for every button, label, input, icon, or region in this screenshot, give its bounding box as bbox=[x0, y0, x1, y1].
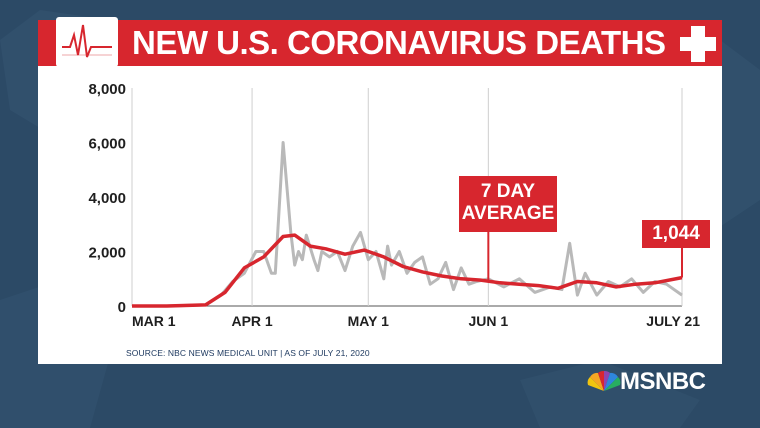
seven-day-average-callout: 7 DAY AVERAGE bbox=[459, 176, 557, 232]
y-tick-label: 2,000 bbox=[88, 245, 126, 262]
medical-cross-icon bbox=[680, 26, 716, 62]
x-tick-label: MAY 1 bbox=[348, 313, 389, 329]
callout-line-1: 7 DAY bbox=[480, 181, 536, 202]
y-tick-label: 0 bbox=[118, 299, 126, 316]
seven-day-average-line bbox=[132, 233, 683, 308]
page-title: NEW U.S. CORONAVIRUS DEATHS bbox=[132, 24, 666, 61]
x-tick-label: JULY 21 bbox=[646, 313, 700, 329]
chart-panel bbox=[38, 66, 722, 364]
title-bar bbox=[38, 20, 722, 66]
ekg-heartbeat-icon bbox=[56, 17, 118, 67]
x-tick-label: APR 1 bbox=[231, 313, 272, 329]
y-tick-label: 6,000 bbox=[88, 136, 126, 153]
network-logo-text: MSNBC bbox=[620, 368, 706, 395]
y-tick-label: 8,000 bbox=[88, 81, 126, 98]
daily-deaths-line bbox=[132, 141, 683, 308]
latest-value-callout: 1,044 bbox=[642, 220, 710, 248]
x-tick-label: MAR 1 bbox=[132, 313, 176, 329]
callout-line-2: AVERAGE bbox=[461, 203, 555, 224]
x-tick-label: JUN 1 bbox=[468, 313, 508, 329]
peacock-icon bbox=[587, 370, 621, 391]
source-note: SOURCE: NBC NEWS MEDICAL UNIT | AS OF JU… bbox=[126, 348, 370, 358]
y-tick-label: 4,000 bbox=[88, 190, 126, 207]
